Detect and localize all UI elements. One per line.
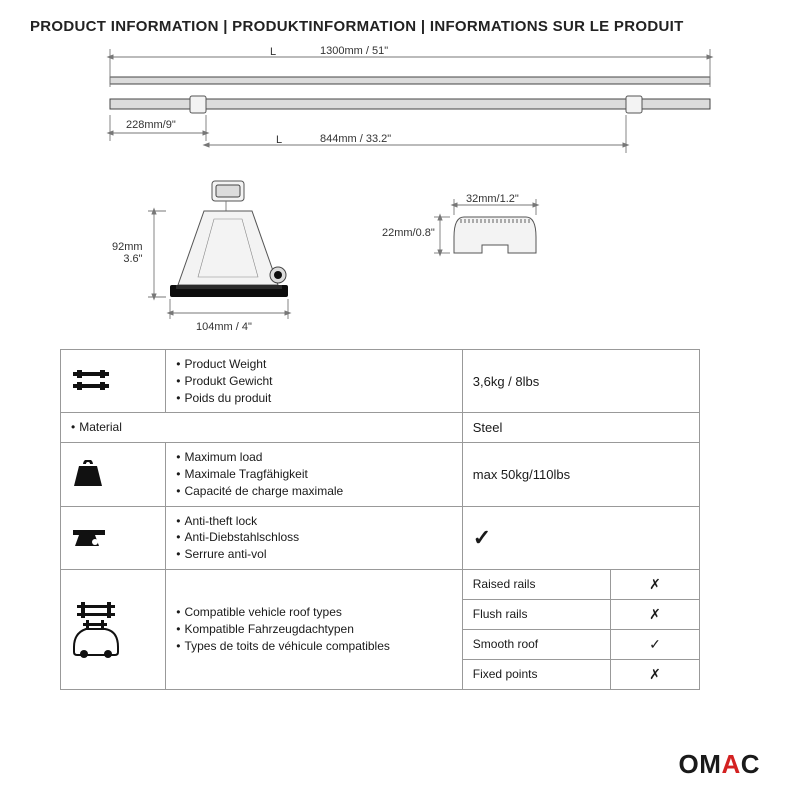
roof-val-1: ✗ bbox=[611, 599, 700, 629]
material-labels: Material bbox=[61, 413, 463, 443]
svg-text:L: L bbox=[270, 46, 276, 58]
dim-tube-height: 22mm/0.8" bbox=[382, 227, 435, 239]
roof-type-2: Smooth roof bbox=[462, 629, 610, 659]
dim-tube-width: 32mm/1.2" bbox=[466, 193, 519, 205]
compat-labels: Compatible vehicle roof types Kompatible… bbox=[166, 569, 463, 689]
row-compat-0: Compatible vehicle roof types Kompatible… bbox=[61, 569, 700, 599]
weight-labels: Product Weight Produkt Gewicht Poids du … bbox=[166, 350, 463, 413]
tech-diagram: .dim{stroke:#777;stroke-width:0.9;fill:n… bbox=[30, 41, 770, 341]
spec-table: Product Weight Produkt Gewicht Poids du … bbox=[60, 349, 700, 690]
maxload-value: max 50kg/110lbs bbox=[462, 443, 699, 506]
row-maxload: Maximum load Maximale Tragfähigkeit Capa… bbox=[61, 443, 700, 506]
row-antitheft: Anti-theft lock Anti-Diebstahlschloss Se… bbox=[61, 506, 700, 569]
dim-inner-length: 844mm / 33.2" bbox=[320, 133, 391, 145]
material-value: Steel bbox=[462, 413, 699, 443]
weight-value: 3,6kg / 8lbs bbox=[462, 350, 699, 413]
roof-type-1: Flush rails bbox=[462, 599, 610, 629]
maxload-labels: Maximum load Maximale Tragfähigkeit Capa… bbox=[166, 443, 463, 506]
antitheft-value: ✓ bbox=[462, 506, 699, 569]
bars-icon bbox=[61, 350, 166, 413]
lock-icon bbox=[61, 506, 166, 569]
weight-icon bbox=[61, 443, 166, 506]
antitheft-labels: Anti-theft lock Anti-Diebstahlschloss Se… bbox=[166, 506, 463, 569]
dim-foot-height: 92mm 3.6" bbox=[112, 241, 143, 265]
dim-foot-width: 104mm / 4" bbox=[196, 321, 252, 333]
page-title: PRODUCT INFORMATION | PRODUKTINFORMATION… bbox=[0, 0, 800, 41]
dim-total-length: 1300mm / 51" bbox=[320, 45, 388, 57]
svg-text:L: L bbox=[276, 134, 282, 146]
roof-val-2: ✓ bbox=[611, 629, 700, 659]
roof-val-3: ✗ bbox=[611, 659, 700, 689]
roof-type-0: Raised rails bbox=[462, 569, 610, 599]
dim-offset: 228mm/9" bbox=[126, 119, 176, 131]
car-roof-icon bbox=[61, 569, 166, 689]
row-material: Material Steel bbox=[61, 413, 700, 443]
brand-logo: OMAC bbox=[679, 749, 760, 780]
row-weight: Product Weight Produkt Gewicht Poids du … bbox=[61, 350, 700, 413]
roof-type-3: Fixed points bbox=[462, 659, 610, 689]
roof-val-0: ✗ bbox=[611, 569, 700, 599]
